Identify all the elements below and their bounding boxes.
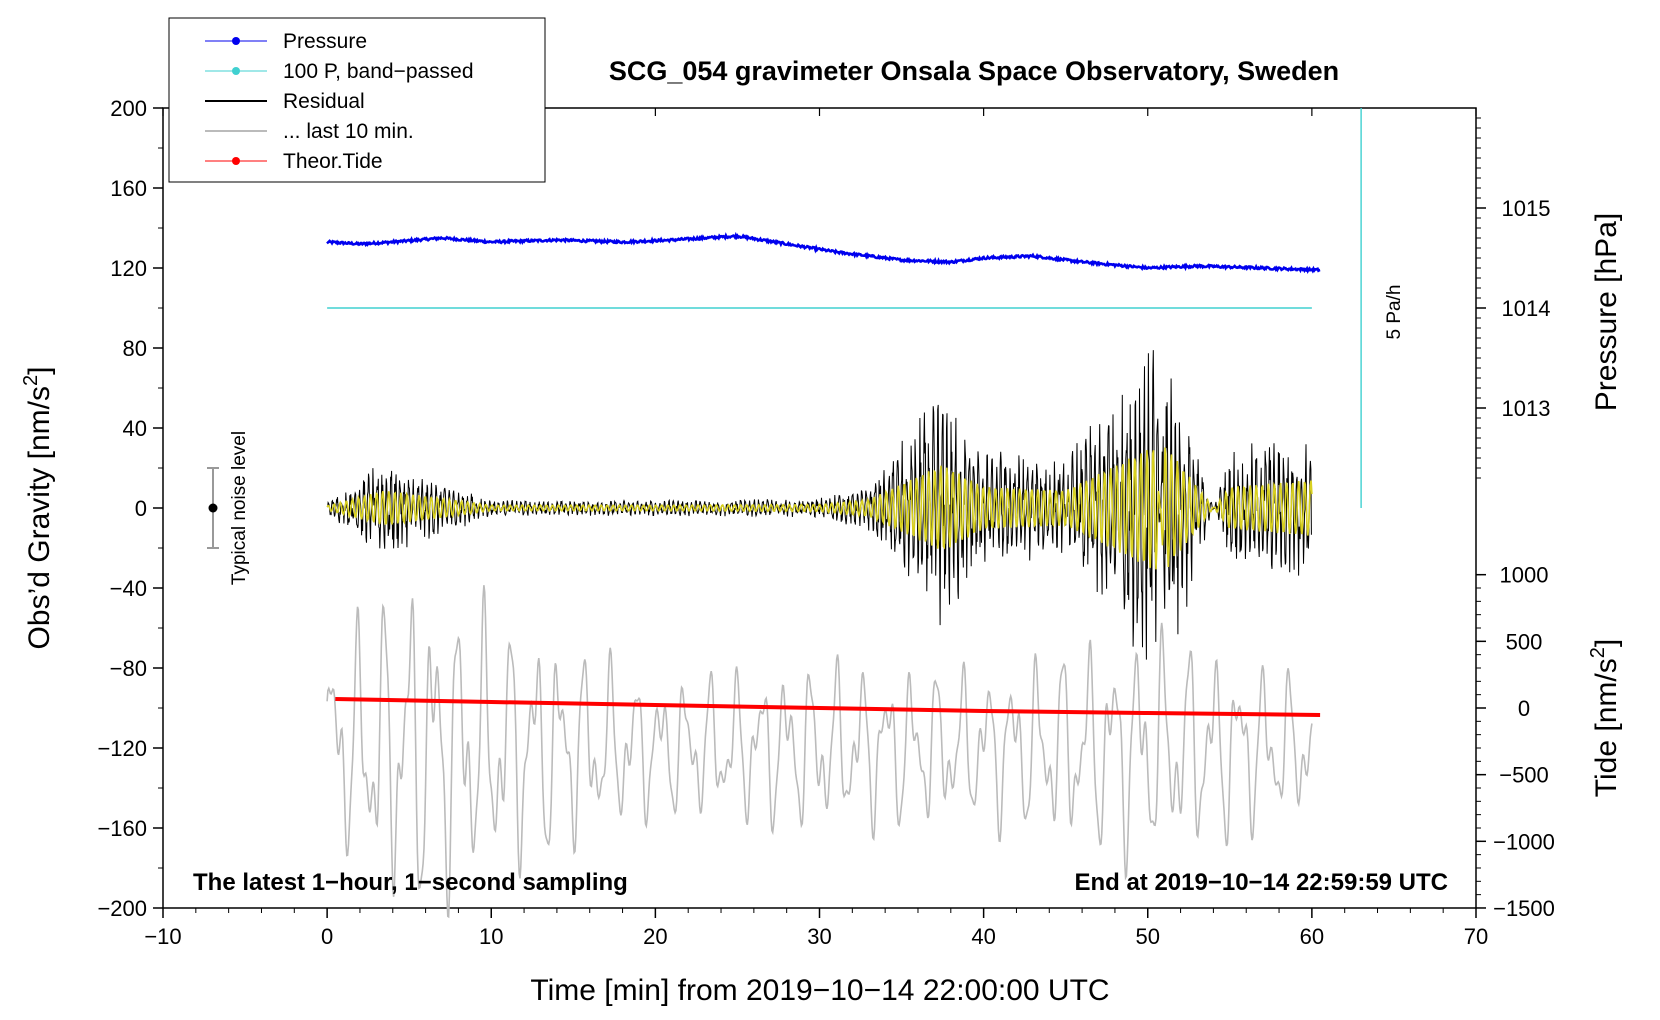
y-tick-label: −80 <box>110 656 147 681</box>
x-axis-label: Time [min] from 2019−10−14 22:00:00 UTC <box>530 974 1109 1007</box>
chart-title: SCG_054 gravimeter Onsala Space Observat… <box>609 56 1339 86</box>
tide-tick-label: 500 <box>1506 629 1543 654</box>
chart-series <box>207 108 1362 919</box>
tide-tick-label: −1500 <box>1493 896 1555 921</box>
x-tick-label: 60 <box>1300 924 1324 949</box>
tide-tick-label: −500 <box>1499 763 1549 788</box>
tide-tick-label: 0 <box>1518 696 1530 721</box>
legend-label: Theor.Tide <box>283 150 383 173</box>
legend-label: ... last 10 min. <box>283 120 414 143</box>
pressure-tick-label: 1014 <box>1502 296 1551 321</box>
y-tick-label: 120 <box>110 256 147 281</box>
y-tick-label: 160 <box>110 176 147 201</box>
pressure-tick-label: 1015 <box>1502 196 1551 221</box>
end-time-annotation: End at 2019−10−14 22:59:59 UTC <box>1074 869 1448 896</box>
y-tick-label: 40 <box>123 416 147 441</box>
tide-tick-label: 1000 <box>1500 563 1549 588</box>
x-tick-label: 20 <box>643 924 667 949</box>
y-axis-label-tide: Tide [nm/s2] <box>1587 639 1623 797</box>
x-tick-label: 30 <box>807 924 831 949</box>
y-axis-label-pressure: Pressure [hPa] <box>1590 213 1623 411</box>
y-tick-label: −40 <box>110 576 147 601</box>
y-tick-label: −160 <box>97 816 147 841</box>
noise-level-label: Typical noise level <box>229 431 250 585</box>
legend-marker <box>232 37 240 45</box>
legend-marker <box>232 67 240 75</box>
rate-marker-label: 5 Pa/h <box>1384 285 1405 340</box>
pressure-tick-label: 1013 <box>1502 396 1551 421</box>
series-pressure <box>326 231 1321 274</box>
legend: Pressure 100 P, band−passed Residual ... la… <box>168 17 546 183</box>
series-residual <box>326 350 1312 660</box>
y-axis-label-left: Obs’d Gravity [nm/s2] <box>20 367 56 650</box>
x-tick-label: 70 <box>1464 924 1488 949</box>
legend-label: 100 P, band−passed <box>283 60 474 83</box>
series-last-10-min <box>326 585 1313 919</box>
y-tick-label: −120 <box>97 736 147 761</box>
axes-ticks: −10 0 10 20 30 40 50 60 70 200 160 120 80 40 0 −40 −80 −1… <box>97 96 1554 949</box>
y-tick-label: 80 <box>123 336 147 361</box>
x-tick-label: 0 <box>321 924 333 949</box>
tide-tick-label: −1000 <box>1493 829 1555 854</box>
legend-marker <box>232 157 240 165</box>
y-tick-label: 200 <box>110 96 147 121</box>
sampling-annotation: The latest 1−hour, 1−second sampling <box>193 869 628 896</box>
legend-label: Pressure <box>283 30 367 53</box>
x-tick-label: 10 <box>479 924 503 949</box>
x-tick-label: 40 <box>971 924 995 949</box>
y-tick-label: 0 <box>135 496 147 521</box>
x-tick-label: −10 <box>144 924 181 949</box>
noise-level-dot <box>208 503 218 513</box>
x-tick-label: 50 <box>1136 924 1160 949</box>
legend-label: Residual <box>283 90 365 113</box>
series-residual-smoothed <box>326 447 1313 570</box>
series-theor-tide <box>335 697 1321 717</box>
y-tick-label: −200 <box>97 896 147 921</box>
